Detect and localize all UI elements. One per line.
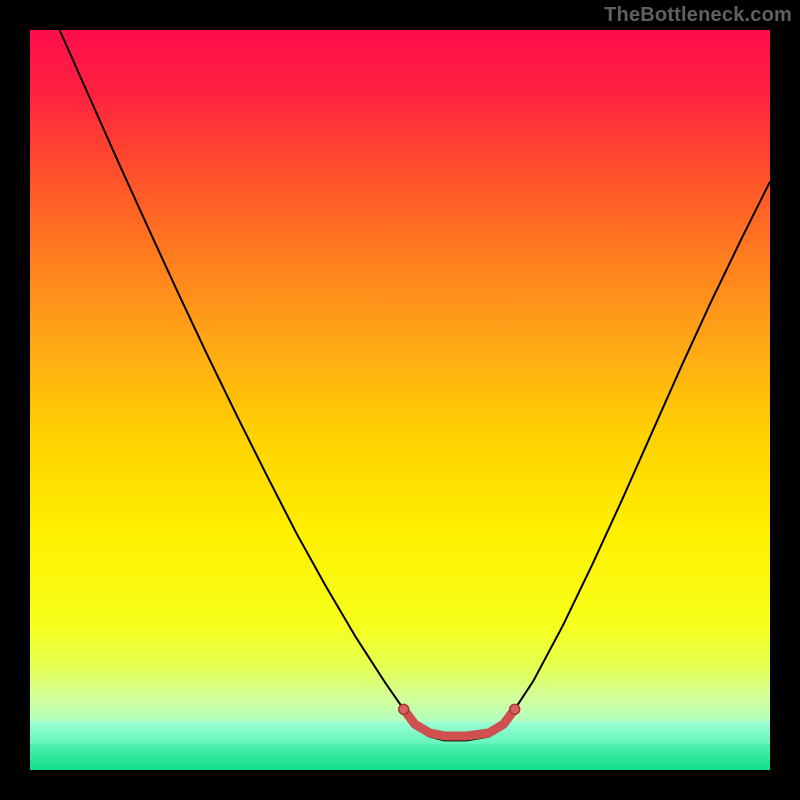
horizontal-band — [30, 722, 770, 744]
plot-background — [30, 30, 770, 770]
figure-root: TheBottleneck.com — [0, 0, 800, 800]
watermark-text: TheBottleneck.com — [604, 4, 792, 27]
plot-frame — [30, 30, 770, 770]
marker-dot — [510, 704, 520, 714]
plot-svg — [30, 30, 770, 770]
marker-dot — [399, 704, 409, 714]
